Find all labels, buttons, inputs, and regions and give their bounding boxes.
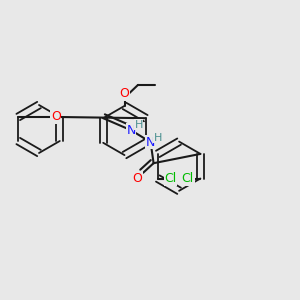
Text: O: O — [132, 172, 142, 185]
Text: H: H — [134, 120, 143, 130]
Text: O: O — [120, 87, 129, 101]
Text: H: H — [154, 133, 162, 143]
Text: N: N — [146, 136, 155, 149]
Text: Cl: Cl — [182, 172, 194, 185]
Text: Cl: Cl — [164, 172, 176, 185]
Text: N: N — [126, 124, 136, 137]
Text: O: O — [51, 110, 61, 124]
